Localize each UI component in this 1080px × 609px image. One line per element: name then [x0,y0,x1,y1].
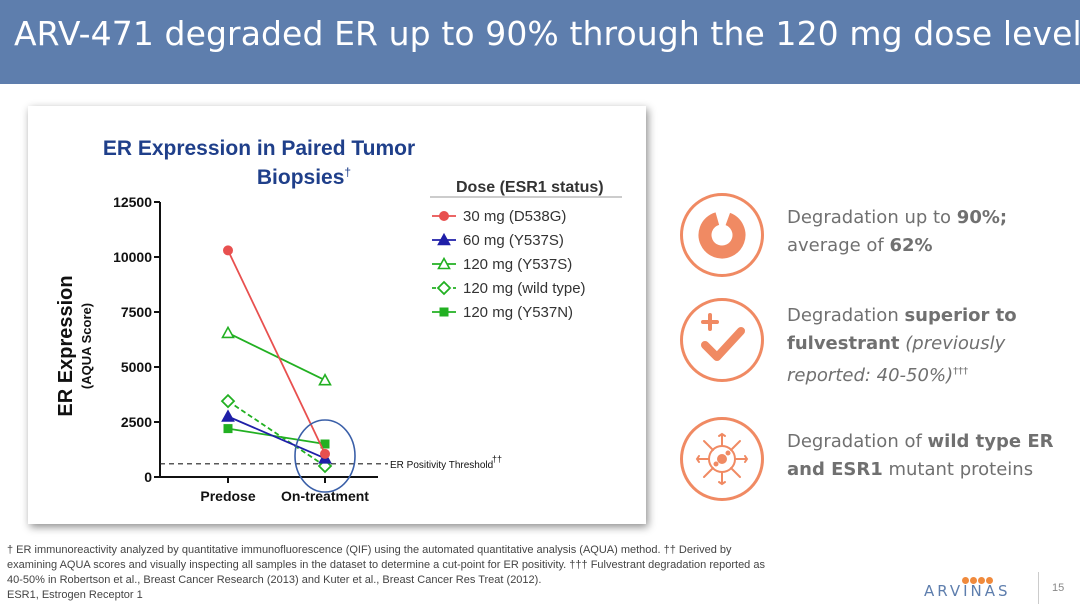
data-point-predose [220,393,236,409]
footnote-line: † ER immunoreactivity analyzed by quanti… [7,544,732,556]
footnote-line: 40-50% in Robertson et al., Breast Cance… [7,574,542,586]
callout-bold-62: 62% [889,235,933,256]
footnote-line: examining AQUA scores and visually inspe… [7,559,765,571]
legend-marker [437,256,451,270]
callout-text: Degradation of wild type ER and ESR1 mut… [787,428,1070,484]
callout-text-part: Degradation of [787,431,928,452]
title-bar: ARV-471 degraded ER up to 90% through th… [0,0,1080,84]
data-point-on-treatment [320,439,330,449]
series-line [227,415,326,460]
series-line [227,427,326,445]
arvinas-logo: ARVINAS [924,568,1024,600]
legend-entry-label: 120 mg (Y537N) [463,304,573,321]
series-1 [221,409,332,464]
series-line [227,400,326,467]
series-line [227,332,326,382]
logo-dots-icon [962,571,994,589]
data-point-predose [223,424,233,434]
page-divider [1038,572,1039,604]
legend-marker [439,307,449,317]
callout-text-part: mutant proteins [882,459,1034,480]
legend-entry-label: 30 mg (D538G) [463,208,566,225]
x-tick-label: Predose [200,488,255,504]
y-tick-label: 10000 [113,249,152,265]
page-number: 15 [1052,582,1065,594]
y-tick-label: 7500 [121,304,152,320]
threshold-dagger: †† [492,454,502,464]
callout-dagger: ††† [953,366,969,377]
threshold-label: ER Positivity Threshold [390,460,493,471]
callout-text-part: Degradation [787,305,905,326]
callout-text-part: Degradation up to [787,207,957,228]
chart-title-line1: ER Expression in Paired Tumor [103,137,415,160]
chart-axes: 0 2500 5000 7500 10000 12500 Predose On-treatme… [113,194,378,504]
series-2 [221,325,332,386]
chart-title-dagger: † [344,165,351,179]
plus-check-icon [701,313,745,361]
cell-icon [695,432,749,486]
legend-marker [439,211,449,221]
series-4 [223,424,330,449]
callout-bold-superior: superior to fulvestrant [787,305,1017,354]
legend-marker [436,280,452,296]
chart-title-line2-text: Biopsies [257,166,345,189]
data-point-predose [221,325,235,339]
legend-marker [437,232,451,246]
callout-circle [680,193,764,277]
y-tick-label: 2500 [121,414,152,430]
legend-title: Dose (ESR1 status) [456,179,604,196]
data-point-on-treatment [318,373,332,386]
chart-title-line2: Biopsies† [257,165,351,189]
chart-legend: Dose (ESR1 status) 30 mg (D538G) 60 mg (Y5… [430,179,622,321]
y-tick-label: 0 [144,469,152,485]
y-tick-label: 5000 [121,359,152,375]
callout-bold-90: 90%; [956,207,1008,228]
callout-italic-reported: (previously reported: 40-50%) [787,333,1006,386]
callout-circle [680,298,764,382]
data-point-on-treatment [320,448,330,459]
threshold-group: ER Positivity Threshold†† [160,454,502,471]
callout-text: Degradation superior to fulvestrant (pre… [787,302,1070,390]
x-tick-label: On-treatment [281,488,369,504]
legend-entry-label: 120 mg (wild type) [463,280,586,297]
callout-circle [680,417,764,501]
legend-entry-label: 120 mg (Y537S) [463,256,572,273]
footnote-line: ESR1, Estrogen Receptor 1 [7,589,143,601]
logo-text: ARVINAS [924,582,1011,600]
series-0 [223,245,330,459]
chart-card: ER Expression in Paired Tumor Biopsies† … [28,106,646,524]
callout-text: Degradation up to 90%; average of 62% [787,204,1007,260]
series-line [227,250,326,455]
y-tick-label: 12500 [113,194,152,210]
callout-text-part: average of [787,235,890,256]
callout-bold-wildtype: wild type ER and ESR1 [787,431,1054,480]
legend-entry-label: 60 mg (Y537S) [463,232,564,249]
series-group [220,245,333,474]
y-axis-label: ER Expression [55,275,77,416]
er-expression-chart: ER Expression in Paired Tumor Biopsies† … [55,137,622,504]
on-treatment-highlight-circle [294,419,356,493]
y-axis-sublabel: (AQUA Score) [79,303,94,389]
data-point-predose [221,409,235,422]
footnotes: † ER immunoreactivity analyzed by quanti… [7,543,907,603]
donut-chart-icon [698,211,746,259]
series-3 [220,393,333,474]
data-point-predose [223,245,233,256]
page-title: ARV-471 degraded ER up to 90% through th… [14,14,1080,53]
